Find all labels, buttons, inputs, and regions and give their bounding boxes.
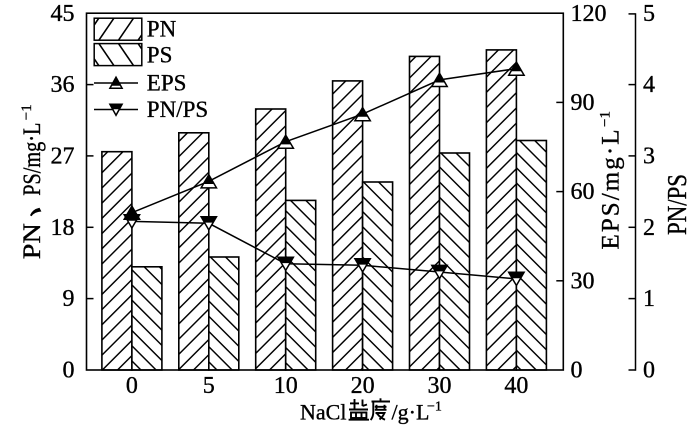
svg-text:20: 20 [351,373,375,399]
svg-text:10: 10 [274,373,298,399]
svg-text:PN/PS: PN/PS [147,97,208,122]
svg-text:EPS/mg·L: EPS/mg·L [598,130,625,250]
svg-text:/g·L: /g·L [392,400,430,425]
svg-text:40: 40 [504,373,528,399]
svg-text:60: 60 [571,179,595,205]
svg-text:EPS: EPS [147,71,187,96]
svg-text:0: 0 [643,358,655,384]
svg-text:0: 0 [126,373,138,399]
svg-text:90: 90 [571,90,595,116]
svg-text:18: 18 [51,215,75,241]
svg-text:120: 120 [571,1,607,27]
svg-text:9: 9 [63,286,75,312]
svg-text:PN/PS: PN/PS [662,174,692,235]
svg-text:45: 45 [51,1,75,27]
svg-text:−1: −1 [19,104,35,120]
svg-text:NaCl: NaCl [300,400,346,425]
svg-text:2: 2 [643,215,655,241]
svg-text:1: 1 [643,286,655,312]
svg-text:−1: −1 [598,111,614,127]
svg-text:−1: −1 [427,400,442,415]
svg-text:30: 30 [428,373,452,399]
svg-text:3: 3 [643,144,655,170]
svg-text:PN: PN [19,223,46,259]
svg-text:PN: PN [147,17,177,42]
svg-text:PS/mg·L: PS/mg·L [19,123,46,196]
svg-text:30: 30 [571,268,595,294]
svg-text:5: 5 [203,373,215,399]
svg-text:36: 36 [51,72,75,98]
svg-text:5: 5 [643,1,655,27]
svg-text:27: 27 [51,144,75,170]
svg-text:0: 0 [63,358,75,384]
svg-text:PS: PS [147,43,173,68]
svg-text:0: 0 [571,358,583,384]
svg-text:4: 4 [643,72,655,98]
